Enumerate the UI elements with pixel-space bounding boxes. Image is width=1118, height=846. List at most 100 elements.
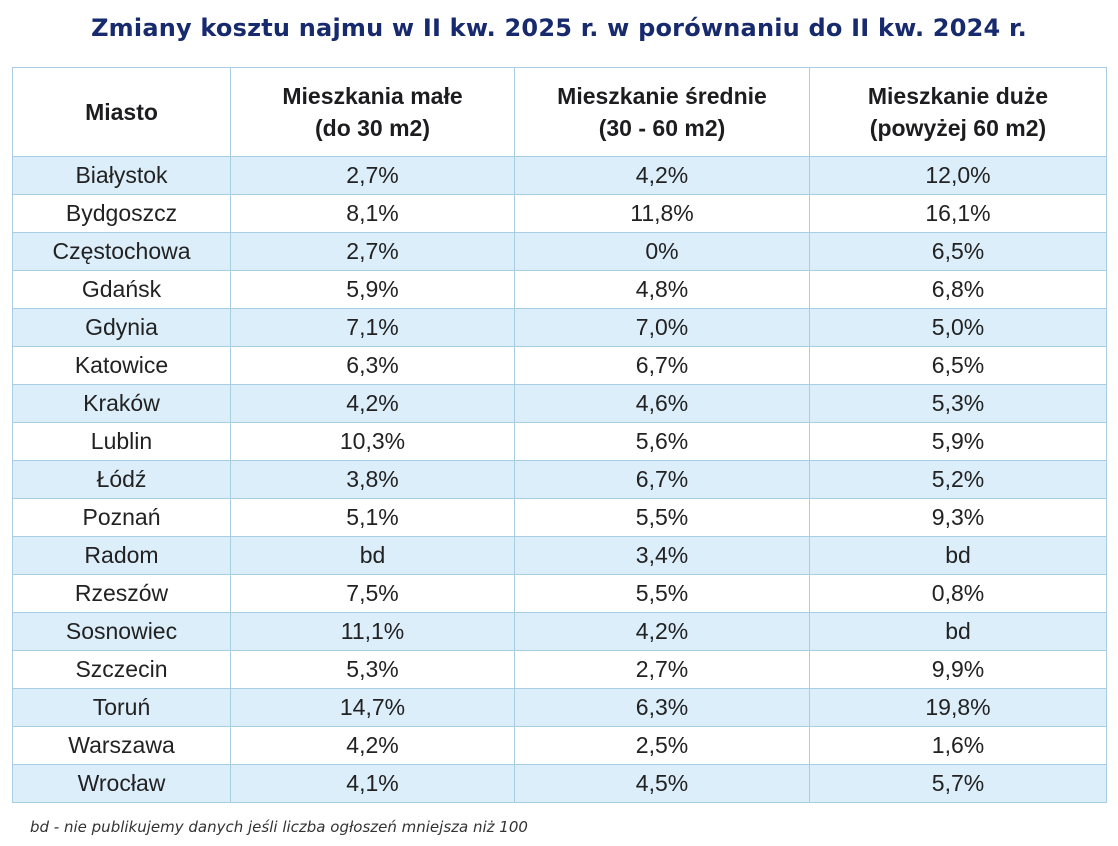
- large-apartment-change-cell: 19,8%: [809, 688, 1107, 727]
- header-medium-line2: (30 - 60 m2): [598, 115, 726, 141]
- large-apartment-change-cell: 5,0%: [809, 308, 1107, 347]
- header-large-line2: (powyżej 60 m2): [869, 115, 1047, 141]
- large-apartment-change-cell: 9,9%: [809, 650, 1107, 689]
- small-apartment-change-cell: 7,1%: [230, 308, 515, 347]
- city-cell: Łódź: [12, 460, 231, 499]
- table-row: Toruń 14,7% 6,3% 19,8%: [12, 688, 1107, 727]
- medium-apartment-change-cell: 4,8%: [514, 270, 810, 309]
- city-cell: Wrocław: [12, 764, 231, 803]
- medium-apartment-change-cell: 6,3%: [514, 688, 810, 727]
- footnote: bd - nie publikujemy danych jeśli liczba…: [30, 818, 528, 836]
- medium-apartment-change-cell: 7,0%: [514, 308, 810, 347]
- small-apartment-change-cell: 4,1%: [230, 764, 515, 803]
- medium-apartment-change-cell: 2,7%: [514, 650, 810, 689]
- large-apartment-change-cell: 12,0%: [809, 156, 1107, 195]
- small-apartment-change-cell: 5,9%: [230, 270, 515, 309]
- medium-apartment-change-cell: 4,2%: [514, 612, 810, 651]
- table-row: Radom bd 3,4% bd: [12, 536, 1107, 575]
- table-header-row: Miasto Mieszkania małe (do 30 m2) Mieszk…: [12, 67, 1107, 157]
- header-city: Miasto: [12, 67, 231, 157]
- table-row: Wrocław 4,1% 4,5% 5,7%: [12, 764, 1107, 803]
- city-cell: Gdynia: [12, 308, 231, 347]
- table-row: Rzeszów 7,5% 5,5% 0,8%: [12, 574, 1107, 613]
- small-apartment-change-cell: 7,5%: [230, 574, 515, 613]
- table-row: Łódź 3,8% 6,7% 5,2%: [12, 460, 1107, 499]
- large-apartment-change-cell: 5,7%: [809, 764, 1107, 803]
- large-apartment-change-cell: 6,8%: [809, 270, 1107, 309]
- medium-apartment-change-cell: 0%: [514, 232, 810, 271]
- city-cell: Katowice: [12, 346, 231, 385]
- city-cell: Rzeszów: [12, 574, 231, 613]
- table-row: Gdańsk 5,9% 4,8% 6,8%: [12, 270, 1107, 309]
- small-apartment-change-cell: 4,2%: [230, 726, 515, 765]
- large-apartment-change-cell: 1,6%: [809, 726, 1107, 765]
- medium-apartment-change-cell: 5,5%: [514, 574, 810, 613]
- page-title: Zmiany kosztu najmu w II kw. 2025 r. w p…: [91, 14, 1027, 42]
- large-apartment-change-cell: 9,3%: [809, 498, 1107, 537]
- small-apartment-change-cell: 5,1%: [230, 498, 515, 537]
- small-apartment-change-cell: 4,2%: [230, 384, 515, 423]
- medium-apartment-change-cell: 6,7%: [514, 346, 810, 385]
- header-small-apartments: Mieszkania małe (do 30 m2): [230, 67, 515, 157]
- large-apartment-change-cell: 6,5%: [809, 346, 1107, 385]
- table-row: Bydgoszcz 8,1% 11,8% 16,1%: [12, 194, 1107, 233]
- city-cell: Częstochowa: [12, 232, 231, 271]
- city-cell: Toruń: [12, 688, 231, 727]
- large-apartment-change-cell: 5,2%: [809, 460, 1107, 499]
- small-apartment-change-cell: 3,8%: [230, 460, 515, 499]
- city-cell: Szczecin: [12, 650, 231, 689]
- city-cell: Warszawa: [12, 726, 231, 765]
- table-row: Warszawa 4,2% 2,5% 1,6%: [12, 726, 1107, 765]
- city-cell: Sosnowiec: [12, 612, 231, 651]
- large-apartment-change-cell: 0,8%: [809, 574, 1107, 613]
- city-cell: Kraków: [12, 384, 231, 423]
- table-row: Gdynia 7,1% 7,0% 5,0%: [12, 308, 1107, 347]
- city-cell: Białystok: [12, 156, 231, 195]
- table-row: Lublin 10,3% 5,6% 5,9%: [12, 422, 1107, 461]
- table-row: Częstochowa 2,7% 0% 6,5%: [12, 232, 1107, 271]
- small-apartment-change-cell: 14,7%: [230, 688, 515, 727]
- city-cell: Radom: [12, 536, 231, 575]
- header-large-line1: Mieszkanie duże: [867, 83, 1049, 109]
- medium-apartment-change-cell: 4,5%: [514, 764, 810, 803]
- small-apartment-change-cell: 8,1%: [230, 194, 515, 233]
- medium-apartment-change-cell: 3,4%: [514, 536, 810, 575]
- city-cell: Lublin: [12, 422, 231, 461]
- header-small-line1: Mieszkania małe: [282, 83, 463, 109]
- table-body: Białystok 2,7% 4,2% 12,0% Bydgoszcz 8,1% 11,8%…: [12, 156, 1107, 803]
- city-cell: Bydgoszcz: [12, 194, 231, 233]
- medium-apartment-change-cell: 5,6%: [514, 422, 810, 461]
- large-apartment-change-cell: bd: [809, 536, 1107, 575]
- small-apartment-change-cell: 5,3%: [230, 650, 515, 689]
- large-apartment-change-cell: 5,3%: [809, 384, 1107, 423]
- table-row: Szczecin 5,3% 2,7% 9,9%: [12, 650, 1107, 689]
- header-large-apartments: Mieszkanie duże (powyżej 60 m2): [809, 67, 1107, 157]
- header-medium-line1: Mieszkanie średnie: [557, 83, 767, 109]
- large-apartment-change-cell: bd: [809, 612, 1107, 651]
- table-row: Poznań 5,1% 5,5% 9,3%: [12, 498, 1107, 537]
- city-cell: Gdańsk: [12, 270, 231, 309]
- table-row: Sosnowiec 11,1% 4,2% bd: [12, 612, 1107, 651]
- table-row: Katowice 6,3% 6,7% 6,5%: [12, 346, 1107, 385]
- rent-change-table: Miasto Mieszkania małe (do 30 m2) Mieszk…: [12, 67, 1107, 803]
- medium-apartment-change-cell: 2,5%: [514, 726, 810, 765]
- large-apartment-change-cell: 16,1%: [809, 194, 1107, 233]
- header-medium-apartments: Mieszkanie średnie (30 - 60 m2): [514, 67, 810, 157]
- small-apartment-change-cell: 2,7%: [230, 232, 515, 271]
- header-city-label: Miasto: [85, 99, 158, 125]
- medium-apartment-change-cell: 11,8%: [514, 194, 810, 233]
- table-row: Kraków 4,2% 4,6% 5,3%: [12, 384, 1107, 423]
- medium-apartment-change-cell: 4,6%: [514, 384, 810, 423]
- medium-apartment-change-cell: 4,2%: [514, 156, 810, 195]
- small-apartment-change-cell: 2,7%: [230, 156, 515, 195]
- large-apartment-change-cell: 5,9%: [809, 422, 1107, 461]
- small-apartment-change-cell: 6,3%: [230, 346, 515, 385]
- medium-apartment-change-cell: 5,5%: [514, 498, 810, 537]
- large-apartment-change-cell: 6,5%: [809, 232, 1107, 271]
- small-apartment-change-cell: bd: [230, 536, 515, 575]
- medium-apartment-change-cell: 6,7%: [514, 460, 810, 499]
- small-apartment-change-cell: 11,1%: [230, 612, 515, 651]
- header-small-line2: (do 30 m2): [314, 115, 431, 141]
- small-apartment-change-cell: 10,3%: [230, 422, 515, 461]
- city-cell: Poznań: [12, 498, 231, 537]
